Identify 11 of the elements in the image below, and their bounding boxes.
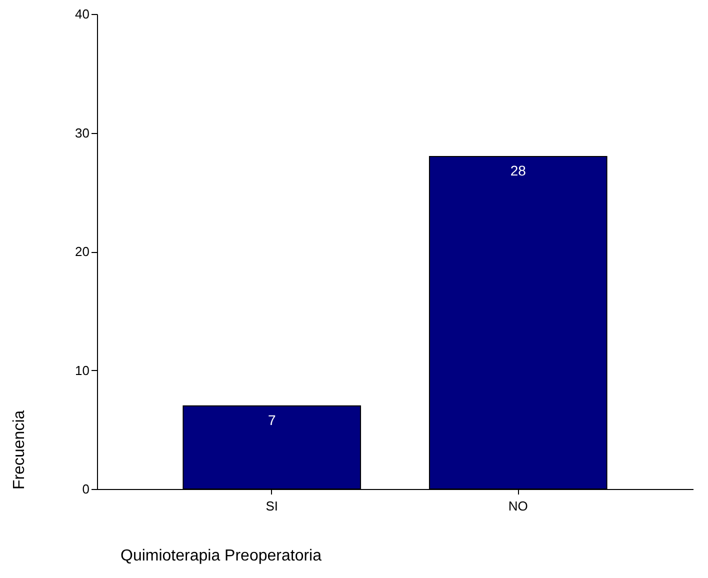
data-label: 7 xyxy=(268,412,276,428)
y-tick-label: 0 xyxy=(82,482,90,496)
y-tick-label: 30 xyxy=(75,125,90,140)
data-label: 28 xyxy=(510,162,526,178)
y-tick-label: 40 xyxy=(75,6,90,22)
x-axis-title: Quimioterapia Preoperatoria xyxy=(120,548,322,564)
x-tick-label: SI xyxy=(266,498,278,514)
y-tick-label: 20 xyxy=(75,244,90,259)
y-axis-title: Frecuencia xyxy=(11,410,28,490)
y-tick-label: 10 xyxy=(75,362,90,378)
x-tick-label: NO xyxy=(508,498,528,514)
